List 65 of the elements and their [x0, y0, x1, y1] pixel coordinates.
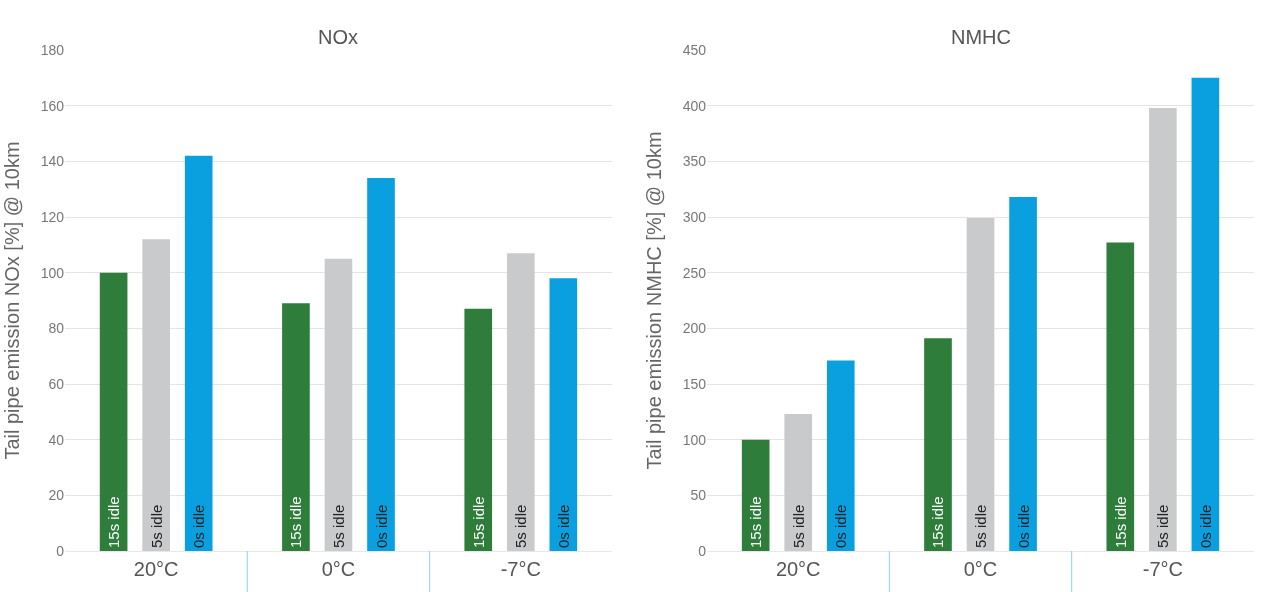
y-tick-label: 180	[40, 41, 65, 58]
bar	[784, 414, 813, 551]
bar	[506, 253, 535, 551]
x-tick-label: -7°C	[500, 558, 541, 580]
bar	[99, 272, 128, 551]
bar	[282, 303, 310, 551]
y-tick-label: 40	[48, 431, 65, 448]
y-tick-label: 450	[682, 41, 707, 58]
bar	[966, 218, 995, 551]
y-tick-label: 200	[682, 320, 707, 337]
text: 0s idle	[1014, 504, 1032, 548]
chart-title: NOx	[318, 26, 358, 48]
series-label: 15s idle	[105, 496, 123, 548]
bar	[464, 308, 493, 551]
text: 15s idle	[929, 496, 947, 548]
y-tick-label: 60	[48, 375, 65, 392]
text: 5s idle	[329, 504, 347, 548]
bar	[324, 258, 353, 551]
y-tick-label: 100	[682, 431, 707, 448]
y-axis-title: Tail pipe emission NOx [%] @ 10km	[1, 141, 24, 460]
y-tick-label: 140	[40, 153, 65, 170]
y-tick-label: 0	[56, 542, 65, 559]
y-tick-label: 160	[40, 97, 65, 114]
series-label: 0s idle	[832, 504, 850, 548]
series-label: 5s idle	[147, 504, 165, 548]
y-tick-label: 300	[682, 208, 707, 225]
text: 0s idle	[372, 504, 390, 548]
text: 15s idle	[287, 496, 305, 548]
bar	[142, 239, 170, 551]
text: 15s idle	[469, 496, 487, 548]
y-tick-label: 400	[682, 97, 707, 114]
series-label: 0s idle	[190, 504, 208, 548]
text: 5s idle	[512, 504, 530, 548]
y-tick-label: 20	[48, 487, 65, 504]
bar	[924, 338, 952, 551]
y-tick-label: 0	[698, 542, 707, 559]
bar	[367, 178, 395, 551]
bar	[1191, 77, 1220, 551]
y-tick-label: 50	[690, 487, 707, 504]
x-tick-label: 20°C	[133, 558, 179, 580]
x-tick-label: -7°C	[1142, 558, 1183, 580]
bar	[549, 278, 578, 551]
y-tick-label: 100	[40, 264, 65, 281]
chart-title: NMHC	[951, 26, 1011, 48]
bar	[184, 155, 213, 551]
text: 5s idle	[1154, 504, 1172, 548]
text: 5s idle	[972, 504, 990, 548]
text: 0s idle	[554, 504, 572, 548]
bar	[1149, 107, 1177, 551]
y-tick-label: 350	[682, 153, 707, 170]
x-tick-label: 0°C	[963, 558, 998, 580]
y-tick-label: 250	[682, 264, 707, 281]
x-tick-label: 20°C	[775, 558, 821, 580]
bar	[1106, 242, 1135, 551]
text: 0s idle	[1196, 504, 1214, 548]
series-label: 5s idle	[789, 504, 807, 548]
bar	[826, 360, 855, 551]
bar	[1009, 196, 1037, 551]
y-tick-label: 120	[40, 208, 65, 225]
x-tick-label: 0°C	[321, 558, 356, 580]
y-tick-label: 150	[682, 375, 707, 392]
text: 15s idle	[1111, 496, 1129, 548]
series-label: 15s idle	[747, 496, 765, 548]
y-tick-label: 80	[48, 320, 65, 337]
y-axis-title: Tail pipe emission NMHC [%] @ 10km	[643, 131, 666, 470]
